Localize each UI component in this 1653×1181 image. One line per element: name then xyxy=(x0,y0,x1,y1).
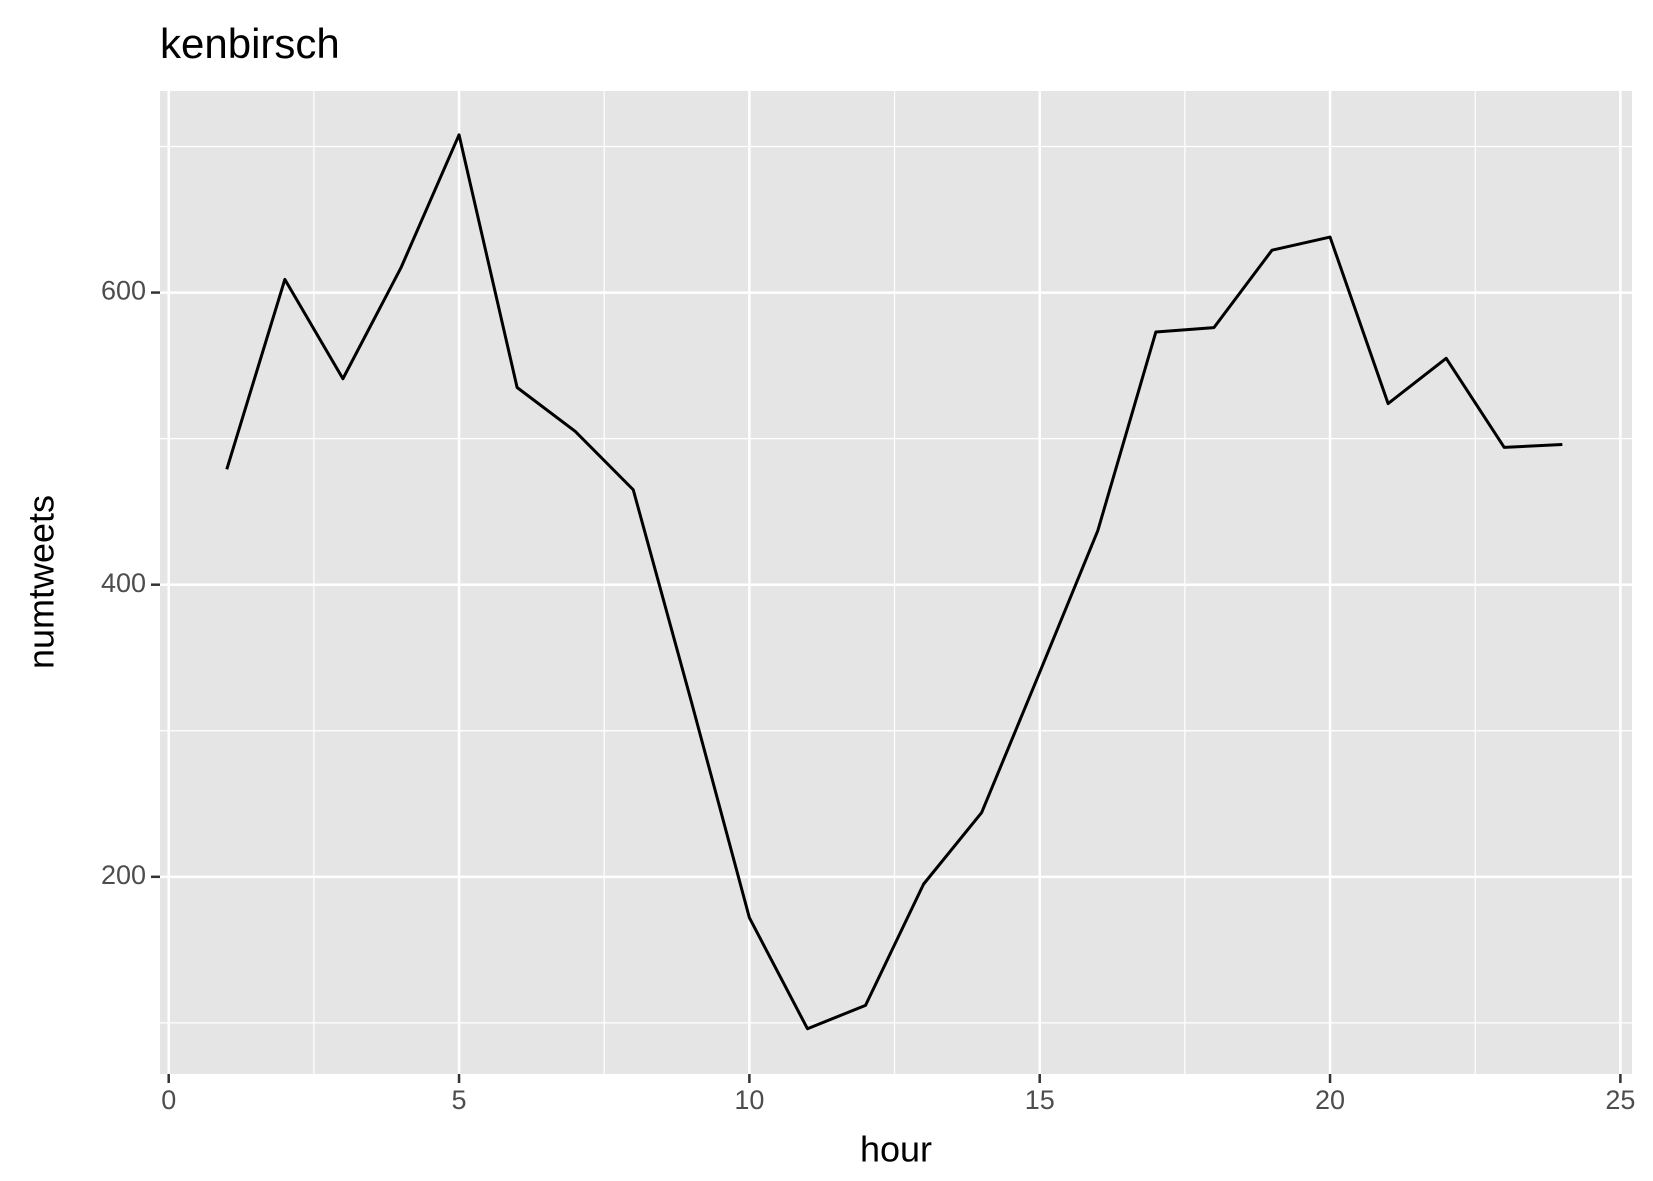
y-axis-label: numtweets xyxy=(21,495,62,669)
x-tick-label: 0 xyxy=(161,1085,176,1115)
x-tick-label: 5 xyxy=(452,1085,467,1115)
y-tick-label: 200 xyxy=(101,860,146,890)
x-tick-label: 20 xyxy=(1315,1085,1345,1115)
line xyxy=(225,133,1563,1031)
x-axis-label: hour xyxy=(860,1129,932,1170)
y-tick-label: 400 xyxy=(101,568,146,598)
chart-title: kenbirsch xyxy=(160,20,340,67)
y-tick-label: 600 xyxy=(101,276,146,306)
x-tick-label: 25 xyxy=(1605,1085,1635,1115)
panel xyxy=(160,91,1632,1074)
x-tick-label: 15 xyxy=(1025,1085,1055,1115)
x-tick-label: 10 xyxy=(734,1085,764,1115)
